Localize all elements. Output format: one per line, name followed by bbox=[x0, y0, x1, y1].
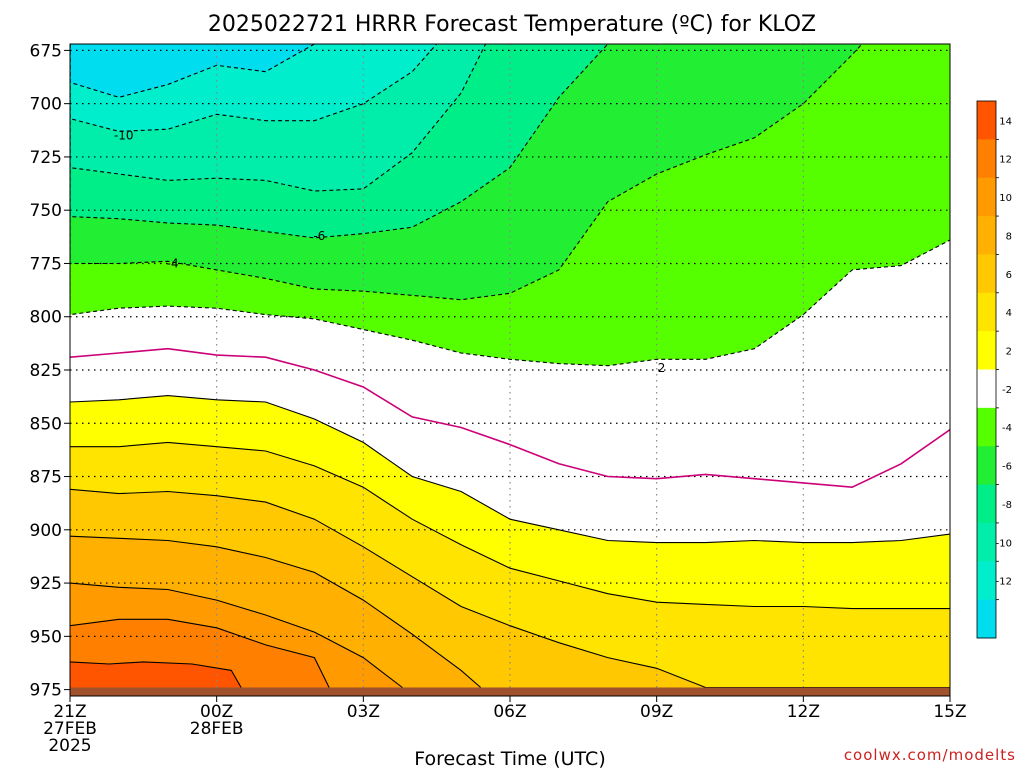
colorbar-swatch bbox=[977, 484, 996, 524]
x-tick-label: 27FEB bbox=[43, 719, 97, 739]
x-tick-label: 28FEB bbox=[190, 719, 244, 739]
y-tick-label: 700 bbox=[30, 95, 62, 115]
y-tick-label: 775 bbox=[30, 254, 62, 274]
isotherm--10 bbox=[70, 44, 438, 132]
colorbar-swatch bbox=[977, 216, 996, 255]
x-tick-label: 2025 bbox=[48, 736, 91, 756]
contour-label--4: -4 bbox=[167, 256, 179, 270]
colorbar-swatch bbox=[977, 369, 996, 409]
y-tick-label: 925 bbox=[30, 574, 62, 594]
x-axis-label: Forecast Time (UTC) bbox=[414, 748, 605, 768]
x-tick-label: 03Z bbox=[347, 702, 380, 722]
isotherm--6 bbox=[70, 44, 609, 239]
chart-title: 2025022721 HRRR Forecast Temperature (ºC… bbox=[208, 12, 816, 37]
y-tick-label: 825 bbox=[30, 361, 62, 381]
contour-lines bbox=[70, 44, 950, 689]
y-tick-label: 900 bbox=[30, 521, 62, 541]
colorbar-swatch bbox=[977, 561, 996, 601]
y-tick-label: 750 bbox=[30, 201, 62, 221]
fill-region--12 bbox=[70, 44, 315, 98]
x-tick-label: 06Z bbox=[493, 702, 526, 722]
x-tick-label: 09Z bbox=[640, 702, 673, 722]
y-tick-label: 950 bbox=[30, 627, 62, 647]
contour-label--6: -6 bbox=[313, 229, 325, 243]
colorbar-label: 2 bbox=[1006, 347, 1012, 358]
isotherm--4 bbox=[70, 44, 863, 301]
contour-labels: -10 -6 -4 2 bbox=[114, 129, 665, 375]
y-tick-label: 725 bbox=[30, 148, 62, 168]
isotherm--12 bbox=[70, 44, 315, 98]
isotherm-10 bbox=[70, 582, 403, 688]
colorbar-label: 14 bbox=[999, 116, 1012, 127]
colorbar-swatch bbox=[977, 139, 996, 179]
isotherm-4 bbox=[70, 441, 950, 610]
colorbar-label: -4 bbox=[1002, 423, 1012, 434]
contour-label-2: 2 bbox=[658, 361, 666, 375]
colorbar-swatch bbox=[977, 331, 996, 370]
y-tick-label: 850 bbox=[30, 414, 62, 434]
isotherm--2 bbox=[70, 44, 950, 367]
isotherm-12 bbox=[70, 618, 330, 688]
colorbar-label: -6 bbox=[1002, 462, 1012, 473]
colorbar-label: -2 bbox=[1002, 385, 1012, 396]
y-tick-label: 975 bbox=[30, 681, 62, 701]
x-tick-label: 12Z bbox=[787, 702, 820, 722]
x-tick-label: 21Z bbox=[53, 702, 86, 722]
credit-text: coolwx.com/modelts bbox=[844, 746, 1016, 764]
colorbar-swatch bbox=[977, 254, 996, 294]
colorbar-swatch bbox=[977, 407, 996, 447]
colorbar-swatch bbox=[977, 522, 996, 562]
colorbar-swatch bbox=[977, 101, 996, 140]
colorbar-legend: 14 12 10 8 6 4 2 -2 -4 -6 -8 -10 -12 bbox=[976, 100, 1012, 639]
contour-label--10: -10 bbox=[114, 129, 134, 143]
isotherm-2 bbox=[70, 395, 950, 544]
colorbar-swatch bbox=[977, 599, 996, 639]
fill-region-14 bbox=[70, 661, 242, 696]
isotherm-8 bbox=[70, 535, 482, 688]
ground-surface bbox=[70, 687, 950, 696]
colorbar-label: -10 bbox=[996, 538, 1012, 549]
isotherm-0 bbox=[70, 347, 950, 489]
colorbar-swatch bbox=[977, 177, 996, 217]
colorbar-label: 4 bbox=[1006, 308, 1012, 319]
x-tick-label: 00Z bbox=[200, 702, 233, 722]
colorbar-label: 8 bbox=[1006, 231, 1012, 242]
isotherm--8 bbox=[70, 44, 487, 192]
grid-lines bbox=[70, 44, 950, 696]
colorbar-swatch bbox=[977, 446, 996, 486]
y-axis: 675 700 725 750 775 800 825 850 875 900 925 950 975 bbox=[30, 41, 70, 701]
colorbar-label: 6 bbox=[1006, 270, 1012, 281]
y-tick-label: 800 bbox=[30, 308, 62, 328]
y-tick-label: 675 bbox=[30, 41, 62, 61]
y-tick-label: 875 bbox=[30, 468, 62, 488]
colorbar-label: -8 bbox=[1002, 500, 1012, 511]
x-tick-label: 15Z bbox=[933, 702, 966, 722]
colorbar-label: -12 bbox=[996, 577, 1012, 588]
temperature-fill-layers bbox=[70, 44, 950, 696]
colorbar-label: 10 bbox=[999, 193, 1012, 204]
isotherm-14 bbox=[70, 661, 242, 688]
colorbar-label: 12 bbox=[999, 155, 1012, 166]
colorbar-swatch bbox=[977, 292, 996, 332]
